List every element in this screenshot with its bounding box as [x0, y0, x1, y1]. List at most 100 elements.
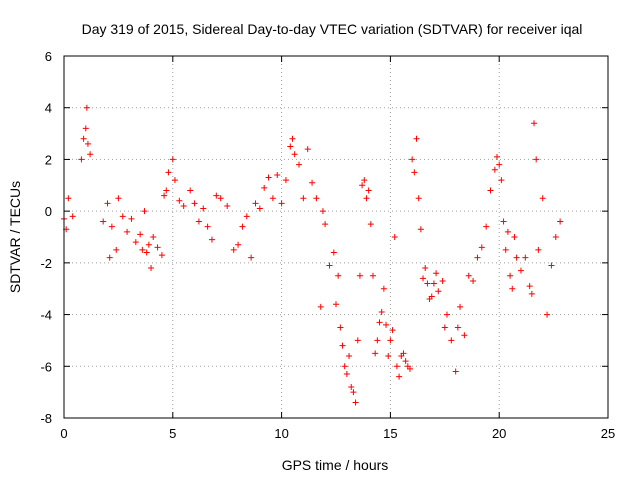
- data-point: [230, 246, 237, 253]
- x-tick-label: 0: [60, 426, 67, 441]
- data-point: [313, 195, 320, 202]
- data-point: [248, 254, 255, 261]
- data-point: [494, 153, 501, 160]
- data-point: [119, 213, 126, 220]
- data-point: [106, 254, 113, 261]
- data-point: [171, 177, 178, 184]
- data-point: [187, 187, 194, 194]
- data-point: [420, 275, 427, 282]
- data-point: [141, 208, 148, 215]
- plot-frame: [63, 55, 609, 419]
- data-point: [430, 280, 437, 287]
- data-point: [269, 195, 276, 202]
- data-point: [104, 200, 111, 207]
- data-point: [528, 290, 535, 297]
- data-point: [309, 179, 316, 186]
- data-point: [552, 234, 559, 240]
- data-point: [204, 223, 211, 230]
- data-point: [502, 246, 509, 253]
- y-tick-label: -6: [40, 359, 52, 374]
- data-point: [161, 192, 168, 199]
- data-point: [256, 205, 263, 212]
- data-point: [539, 195, 546, 202]
- data-point: [474, 254, 481, 261]
- y-tick-label: 0: [45, 204, 52, 219]
- data-point: [509, 285, 516, 292]
- data-point: [346, 352, 353, 359]
- data-point: [393, 363, 400, 370]
- data-point: [389, 327, 396, 334]
- data-point: [457, 303, 464, 310]
- y-tick-label: -4: [40, 308, 52, 323]
- data-point: [400, 350, 407, 357]
- data-point: [544, 311, 551, 318]
- data-point: [402, 358, 409, 365]
- data-point: [354, 337, 361, 344]
- data-point: [82, 125, 89, 132]
- data-point: [319, 208, 326, 215]
- data-point: [137, 231, 144, 238]
- data-point: [300, 195, 307, 202]
- data-point: [531, 120, 538, 127]
- data-point: [454, 324, 461, 331]
- data-point: [350, 389, 357, 396]
- x-tick-label: 5: [169, 426, 176, 441]
- data-point: [87, 151, 94, 158]
- data-point: [517, 267, 524, 274]
- data-point: [291, 151, 298, 158]
- data-point: [443, 311, 450, 318]
- data-point: [500, 218, 507, 225]
- y-axis-label: SDTVAR / TECUs: [7, 181, 23, 293]
- data-point: [507, 272, 514, 279]
- y-tick-label: -2: [40, 256, 52, 271]
- data-point: [376, 319, 383, 326]
- data-point: [282, 177, 289, 184]
- data-point: [498, 177, 505, 184]
- data-point: [533, 156, 540, 163]
- data-point: [365, 187, 372, 194]
- data-point: [322, 221, 329, 228]
- data-point: [337, 324, 344, 331]
- data-point: [169, 156, 176, 163]
- data-point: [391, 234, 398, 240]
- data-point: [352, 399, 359, 406]
- data-point: [496, 161, 503, 168]
- data-point: [491, 166, 498, 173]
- data-point: [158, 252, 165, 259]
- y-tick-label: 2: [45, 152, 52, 167]
- data-point: [435, 288, 442, 295]
- data-point: [261, 184, 268, 191]
- data-point: [526, 283, 533, 290]
- x-tick-label: 25: [601, 426, 615, 441]
- data-point: [359, 182, 366, 189]
- data-point: [213, 192, 220, 199]
- y-tick-label: 4: [45, 101, 52, 116]
- data-point: [132, 239, 139, 246]
- data-point: [235, 241, 242, 248]
- data-point: [80, 135, 87, 142]
- data-point: [406, 365, 413, 372]
- data-point: [113, 246, 120, 253]
- data-point: [217, 195, 224, 202]
- data-point: [385, 352, 392, 359]
- data-point: [252, 200, 259, 207]
- data-point: [278, 200, 285, 207]
- data-point: [317, 303, 324, 310]
- data-point: [115, 195, 122, 202]
- data-point: [100, 218, 107, 225]
- data-point: [343, 371, 350, 378]
- data-point: [154, 244, 161, 251]
- data-point: [511, 234, 518, 240]
- data-point: [191, 200, 198, 207]
- data-point: [145, 241, 152, 248]
- data-point: [289, 135, 296, 142]
- data-point: [487, 187, 494, 194]
- data-point: [265, 174, 272, 181]
- data-points: [61, 104, 564, 406]
- data-point: [341, 363, 348, 370]
- data-point: [452, 368, 459, 375]
- data-point: [65, 195, 72, 202]
- data-point: [108, 223, 115, 230]
- data-point: [124, 228, 131, 235]
